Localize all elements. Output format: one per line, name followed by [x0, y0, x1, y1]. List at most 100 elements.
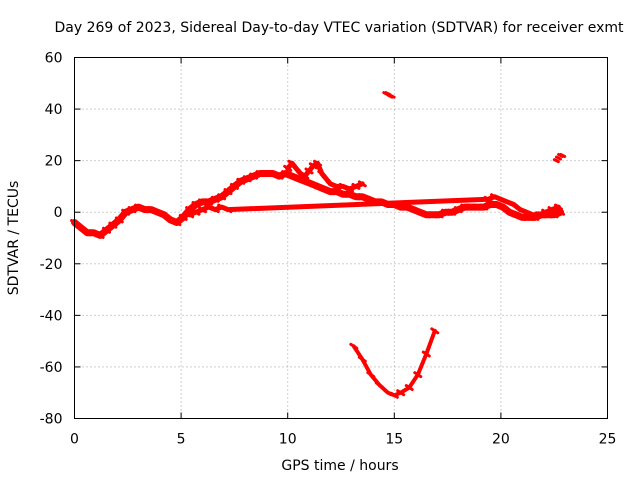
data-point — [351, 182, 361, 190]
plot-frame — [74, 57, 608, 419]
data-point — [483, 195, 493, 203]
data-point — [415, 208, 425, 216]
data-point — [76, 224, 86, 232]
data-point — [165, 216, 175, 224]
data-point — [300, 172, 310, 180]
data-point — [95, 231, 105, 239]
data-point — [108, 221, 118, 229]
data-point — [547, 206, 557, 214]
data-point — [274, 172, 284, 180]
data-point — [357, 193, 367, 201]
data-point — [204, 203, 214, 211]
series-mid-cluster — [185, 193, 563, 219]
data-point — [338, 182, 348, 190]
data-point — [366, 371, 376, 379]
data-point — [249, 172, 259, 180]
data-point — [428, 211, 438, 219]
data-point — [217, 203, 227, 211]
data-point — [185, 211, 195, 219]
data-point — [559, 152, 567, 158]
data-point — [223, 206, 233, 214]
data-point — [556, 208, 566, 216]
series-lower-arc — [349, 327, 440, 399]
data-point — [133, 203, 143, 211]
x-tick-label: 5 — [177, 432, 186, 448]
data-point — [515, 206, 525, 214]
data-point — [146, 206, 156, 214]
data-point — [374, 381, 384, 389]
data-point — [204, 198, 214, 206]
data-point — [172, 219, 182, 227]
data-point — [304, 167, 314, 175]
data-point — [268, 170, 278, 178]
data-point — [197, 206, 207, 214]
data-point — [159, 211, 169, 219]
x-tick-label: 25 — [599, 432, 617, 448]
data-point — [332, 182, 342, 190]
data-point — [210, 206, 220, 214]
data-point — [281, 170, 291, 178]
x-tick-label: 15 — [385, 432, 403, 448]
data-point — [89, 229, 99, 237]
data-point — [528, 211, 538, 219]
data-point — [502, 198, 512, 206]
data-point — [319, 185, 329, 193]
data-point — [490, 193, 500, 201]
data-point — [127, 206, 137, 214]
data-point — [197, 198, 207, 206]
x-tick-label: 0 — [70, 432, 79, 448]
y-tick-label: 40 — [45, 102, 63, 118]
data-point — [413, 371, 423, 379]
data-point — [261, 170, 271, 178]
data-point — [217, 193, 227, 201]
data-point — [178, 213, 188, 221]
data-point — [283, 164, 293, 172]
data-point — [364, 195, 374, 203]
data-point — [492, 200, 502, 208]
ticks: 0 5 10 15 20 25 -80 -60 -40 -20 0 20 40 60 — [40, 51, 617, 448]
data-point — [434, 211, 444, 219]
data-point — [485, 200, 495, 208]
data-point — [325, 180, 335, 188]
data-point — [210, 195, 220, 203]
data-point — [308, 162, 318, 170]
data-point — [357, 180, 367, 188]
data-point — [466, 203, 476, 211]
data-point — [453, 206, 463, 214]
data-point — [404, 384, 414, 392]
data-point — [153, 208, 163, 216]
data-point — [496, 195, 506, 203]
data-point — [402, 203, 412, 211]
data-point — [349, 342, 359, 350]
data-point — [541, 208, 551, 216]
data-point — [293, 175, 303, 183]
x-tick-label: 10 — [279, 432, 297, 448]
data-point — [332, 188, 342, 196]
y-tick-label: -40 — [40, 308, 63, 324]
data-point — [321, 175, 331, 183]
y-tick-label: 20 — [45, 154, 63, 170]
y-tick-label: 0 — [54, 205, 63, 221]
y-tick-label: -80 — [40, 412, 63, 428]
data-point — [511, 211, 521, 219]
data-point — [101, 226, 111, 234]
y-tick-label: -60 — [40, 360, 63, 376]
data-point — [287, 159, 297, 167]
data-point — [191, 200, 201, 208]
data-point — [357, 355, 367, 363]
data-point — [553, 203, 563, 211]
data-point — [229, 182, 239, 190]
data-point — [313, 182, 323, 190]
data-point — [82, 229, 92, 237]
data-point — [313, 159, 323, 167]
data-point — [552, 158, 560, 164]
data-point — [549, 211, 559, 219]
data-point — [389, 391, 399, 399]
grid — [74, 57, 608, 419]
data-point — [300, 177, 310, 185]
data-point — [287, 172, 297, 180]
data-point — [291, 164, 301, 172]
data-point — [388, 93, 396, 99]
data-point — [325, 188, 335, 196]
